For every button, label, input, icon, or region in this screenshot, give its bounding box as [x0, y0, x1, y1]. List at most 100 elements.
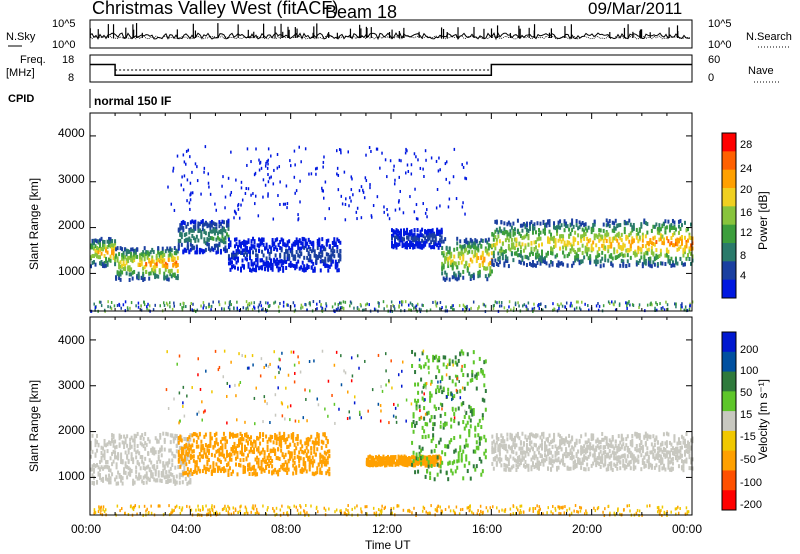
power-point [480, 244, 483, 249]
power-point [108, 239, 111, 244]
power-point [401, 300, 404, 304]
power-point [222, 237, 225, 242]
velocity-point [247, 440, 250, 445]
power-point [285, 303, 288, 307]
power-point [487, 262, 490, 267]
power-point [307, 237, 310, 242]
velocity-point [96, 479, 99, 484]
power-point [333, 243, 336, 248]
velocity-point [388, 460, 391, 465]
power-point [218, 300, 220, 304]
power-point [593, 259, 596, 264]
power-point [540, 255, 543, 260]
velocity-point [251, 443, 254, 448]
power-point [531, 263, 534, 268]
velocity-point [521, 431, 524, 436]
velocity-point [521, 446, 524, 451]
power-point [676, 237, 679, 242]
velocity-point [179, 454, 182, 459]
power-point [203, 222, 206, 227]
power-point [413, 238, 416, 243]
velocity-point [247, 434, 250, 439]
velocity-point [568, 452, 571, 457]
velocity-point [175, 443, 178, 448]
power-point [220, 307, 223, 311]
power-point [121, 253, 124, 258]
velocity-point [201, 454, 204, 459]
velocity-point [515, 443, 518, 448]
power-point [425, 158, 427, 162]
velocity-point [438, 369, 441, 374]
power-point [286, 202, 289, 206]
velocity-point [457, 458, 460, 463]
power-point [610, 244, 613, 249]
power-point [258, 303, 261, 307]
velocity-point [262, 447, 265, 452]
velocity-point [222, 469, 225, 474]
power-point [209, 222, 212, 227]
velocity-point [426, 461, 429, 466]
power-point [289, 263, 292, 268]
power-point [118, 265, 121, 270]
power-point [472, 300, 475, 304]
power-point [268, 244, 271, 249]
velocity-point [465, 410, 468, 415]
velocity-point [129, 467, 132, 472]
power-point [671, 243, 674, 248]
power-point [660, 306, 663, 310]
velocity-point [189, 472, 192, 477]
power-point [309, 240, 312, 245]
velocity-point [154, 450, 157, 455]
power-point [466, 243, 469, 248]
power-point [164, 267, 167, 272]
power-point [495, 219, 498, 224]
power-point [224, 240, 227, 245]
power-point [97, 255, 100, 260]
velocity-point [320, 459, 323, 464]
power-point [343, 170, 346, 174]
power-point [468, 249, 471, 254]
velocity-point [560, 437, 563, 442]
power-point [207, 237, 210, 242]
velocity-point [129, 442, 132, 447]
velocity-point [507, 458, 510, 463]
power-point [578, 220, 581, 225]
power-point [292, 263, 295, 268]
power-point [197, 229, 200, 234]
power-point [560, 239, 563, 244]
power-point [341, 305, 343, 309]
power-point [327, 238, 330, 243]
velocity-point [399, 460, 402, 465]
velocity-point [571, 451, 574, 456]
velocity-point [475, 440, 478, 445]
velocity-point [160, 447, 163, 452]
power-point [267, 172, 269, 176]
velocity-point [481, 413, 484, 418]
power-point [673, 243, 676, 248]
power-point [460, 260, 463, 265]
velocity-point [228, 457, 231, 462]
power-point [186, 199, 188, 203]
power-point [448, 246, 451, 251]
power-point [177, 228, 180, 233]
power-point [131, 258, 134, 263]
power-point [212, 247, 215, 252]
power-point [461, 205, 464, 209]
power-point [536, 250, 539, 255]
velocity-point [515, 433, 518, 438]
velocity-point [256, 435, 259, 440]
power-point [431, 228, 434, 233]
power-point [463, 243, 466, 248]
power-point [507, 238, 510, 243]
power-point [628, 248, 631, 253]
power-point [130, 267, 133, 272]
power-point [255, 147, 257, 151]
velocity-point [293, 442, 296, 447]
power-point [391, 244, 393, 249]
power-point [210, 236, 213, 241]
velocity-point [115, 475, 118, 480]
velocity-point [280, 464, 283, 469]
velocity-point [260, 469, 263, 474]
power-point [345, 197, 347, 201]
power-point [154, 265, 157, 270]
